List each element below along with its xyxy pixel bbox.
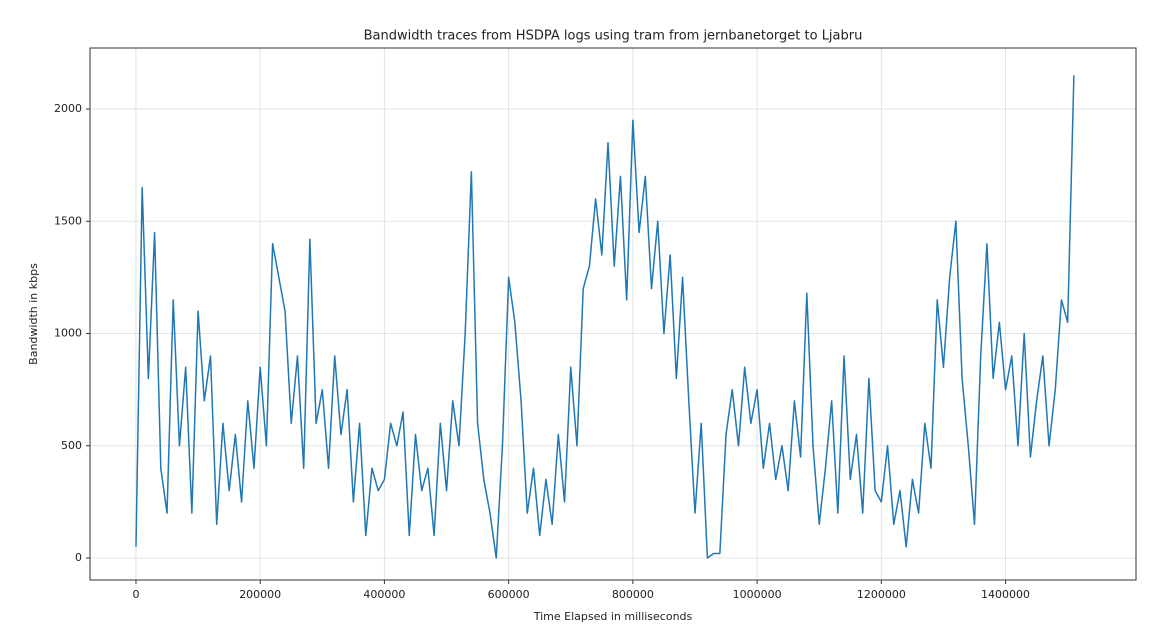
data-line: [135, 75, 1075, 559]
x-tick-label: 1200000: [857, 588, 906, 601]
x-tick-label: 0: [132, 588, 139, 601]
chart-title: Bandwidth traces from HSDPA logs using t…: [364, 29, 863, 44]
x-tick-label: 1400000: [981, 588, 1030, 601]
y-tick-label: 0: [75, 551, 82, 564]
x-tick-label: 1000000: [733, 588, 782, 601]
x-axis-label: Time Elapsed in milliseconds: [533, 610, 693, 623]
plot-frame: [89, 47, 1137, 581]
x-tick-label: 800000: [612, 588, 654, 601]
y-tick-label: 1500: [54, 214, 82, 227]
y-axis-label: Bandwidth in kbps: [27, 263, 40, 365]
x-tick-label: 600000: [488, 588, 530, 601]
y-tick-label: 2000: [54, 102, 82, 115]
x-tick-label: 400000: [363, 588, 405, 601]
x-tick-label: 200000: [239, 588, 281, 601]
y-tick-label: 1000: [54, 327, 82, 340]
y-tick-label: 500: [61, 439, 82, 452]
